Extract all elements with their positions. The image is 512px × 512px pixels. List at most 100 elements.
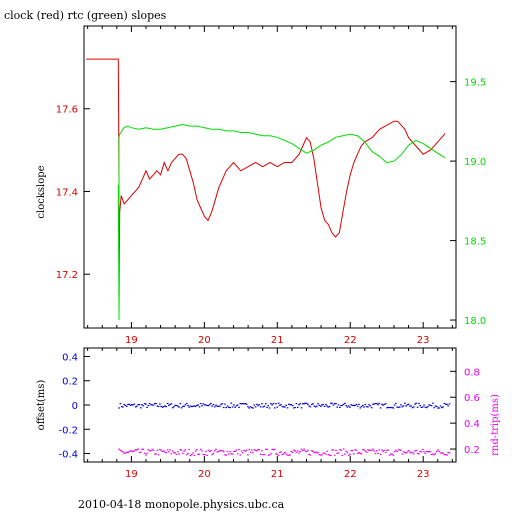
rnd-trip-point	[392, 454, 395, 456]
offset-point	[368, 404, 370, 406]
offset-point	[414, 403, 416, 405]
offset-point	[428, 404, 430, 406]
rnd-trip-point	[257, 449, 259, 451]
rnd-trip-point	[360, 453, 363, 455]
offset-point	[239, 403, 242, 405]
rnd-trip-point	[372, 448, 374, 450]
rnd-trip-point	[411, 451, 414, 453]
offset-point	[369, 405, 372, 407]
rnd-trip-points	[118, 448, 451, 457]
offset-point	[350, 404, 353, 406]
rnd-trip-point	[132, 450, 134, 452]
rnd-trip-point	[355, 449, 358, 451]
offset-point	[191, 406, 193, 408]
offset-point	[415, 402, 418, 404]
offset-point	[238, 406, 240, 408]
rnd-trip-point	[447, 451, 449, 453]
offset-point	[345, 405, 347, 407]
offset-point	[178, 406, 180, 408]
rnd-trip-point	[281, 454, 284, 456]
rnd-trip-point	[230, 453, 233, 455]
offset-point	[288, 403, 290, 405]
offset-point	[133, 403, 136, 405]
offset-x-axis: 19 20 21 22 23	[87, 348, 453, 480]
rnd-trip-point	[233, 450, 235, 453]
rnd-trip-point	[310, 450, 313, 452]
rnd-trip-point	[137, 448, 139, 450]
offset-point	[171, 407, 174, 409]
offset-point	[317, 403, 319, 405]
offset-point	[413, 406, 415, 408]
rnd-trip-point	[184, 449, 187, 451]
rnd-trip-point	[346, 452, 349, 454]
offset-point	[312, 403, 314, 405]
rnd-trip-point	[312, 450, 314, 452]
offset-point	[442, 406, 444, 408]
offset-point	[332, 404, 335, 406]
offset-point	[330, 402, 332, 404]
rnd-trip-point	[248, 448, 250, 451]
offset-point	[118, 407, 120, 409]
rnd-trip-point	[404, 451, 406, 454]
offset-point	[273, 407, 276, 409]
offset-point	[179, 403, 182, 405]
rnd-trip-point	[138, 452, 141, 454]
offset-point	[406, 404, 409, 406]
rnd-trip-point	[119, 449, 122, 451]
rnd-trip-point	[350, 450, 353, 452]
rnd-trip-point	[268, 454, 271, 456]
offset-point	[378, 402, 381, 404]
rnd-trip-point	[169, 449, 171, 451]
rnd-trip-point	[192, 452, 194, 454]
offset-point	[409, 405, 411, 407]
rnd-trip-point	[390, 453, 392, 455]
rnd-trip-point	[151, 448, 154, 450]
rnd-trip-point	[319, 454, 322, 456]
rnd-trip-point	[191, 454, 193, 456]
offset-point	[212, 404, 215, 406]
rnd-trip-point	[304, 450, 307, 452]
offset-point	[438, 407, 441, 409]
slopes-x-axis: 19 20 21 22 23	[87, 26, 453, 346]
offset-point	[285, 404, 287, 406]
offset-point	[434, 405, 437, 407]
offset-y2-axis: 0.2 0.4 0.6 0.8	[450, 367, 480, 456]
rnd-trip-point	[318, 454, 321, 456]
rnd-trip-point	[442, 452, 444, 454]
rnd-trip-point	[259, 453, 262, 455]
rnd-trip-point	[216, 451, 219, 453]
offset-point	[242, 403, 244, 405]
rnd-trip-point	[309, 454, 312, 456]
offset-point	[296, 406, 299, 408]
offset-point	[249, 406, 252, 408]
rnd-trip-point	[364, 450, 367, 452]
offset-point	[234, 406, 236, 408]
offset-point	[217, 405, 220, 407]
offset-point	[400, 404, 402, 406]
y2-tick-label: 0.8	[464, 367, 480, 378]
y-tick-label: 0.2	[62, 377, 78, 388]
rnd-trip-point	[414, 450, 416, 452]
offset-point	[145, 403, 147, 405]
rnd-trip-point	[221, 450, 224, 452]
rnd-trip-point	[376, 450, 378, 452]
offset-point	[267, 405, 270, 407]
rnd-trip-point	[179, 449, 182, 451]
offset-point	[354, 405, 356, 407]
rnd-trip-point	[434, 452, 437, 454]
rnd-trip-point	[180, 449, 183, 451]
rnd-trip-point	[256, 450, 258, 452]
offset-point	[396, 406, 398, 408]
offset-point	[355, 403, 358, 405]
rnd-trip-point	[410, 452, 412, 454]
offset-point	[170, 403, 173, 405]
offset-point	[138, 404, 141, 406]
rnd-trip-point	[225, 454, 227, 456]
rnd-trip-point	[323, 452, 326, 454]
offset-point	[349, 406, 351, 408]
offset-point	[407, 403, 410, 405]
rnd-trip-point	[131, 450, 133, 452]
offset-point	[198, 406, 201, 408]
rnd-trip-point	[261, 450, 263, 452]
